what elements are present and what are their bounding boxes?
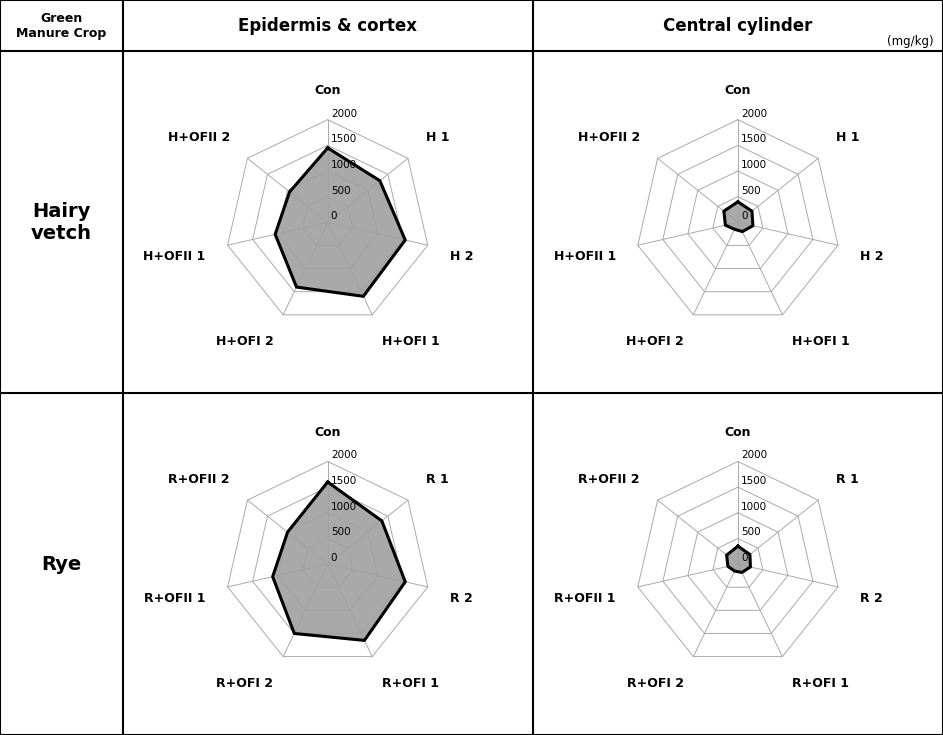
Text: H 2: H 2 [860, 250, 884, 263]
Text: H+OFII 1: H+OFII 1 [554, 250, 616, 263]
Text: R+OFI 1: R+OFI 1 [792, 677, 850, 690]
Text: H+OFI 2: H+OFI 2 [216, 335, 273, 348]
Text: R+OFI 1: R+OFI 1 [382, 677, 439, 690]
Text: R+OFII 2: R+OFII 2 [168, 473, 230, 486]
Text: R+OFII 1: R+OFII 1 [554, 592, 616, 605]
Text: 2000: 2000 [741, 451, 767, 460]
Text: 0: 0 [331, 211, 338, 221]
Text: 500: 500 [741, 186, 761, 196]
Text: 1000: 1000 [331, 160, 356, 170]
Text: H+OFII 2: H+OFII 2 [578, 132, 640, 144]
Text: (mg/kg): (mg/kg) [887, 35, 934, 48]
Text: Epidermis & cortex: Epidermis & cortex [239, 17, 417, 35]
Text: 1000: 1000 [741, 502, 767, 512]
Text: 2000: 2000 [741, 109, 767, 118]
Text: R 1: R 1 [425, 473, 448, 486]
Text: 1000: 1000 [741, 160, 767, 170]
Text: H+OFII 1: H+OFII 1 [143, 250, 206, 263]
Text: R+OFII 1: R+OFII 1 [144, 592, 206, 605]
Text: H+OFI 1: H+OFI 1 [792, 335, 850, 348]
Text: 1500: 1500 [331, 135, 357, 144]
Text: 0: 0 [741, 553, 748, 563]
Text: R+OFI 2: R+OFI 2 [216, 677, 273, 690]
Text: H 1: H 1 [835, 132, 859, 144]
Text: R+OFI 2: R+OFI 2 [626, 677, 684, 690]
Text: R 1: R 1 [835, 473, 858, 486]
Text: Con: Con [724, 84, 752, 97]
Text: Con: Con [314, 426, 341, 439]
Text: 1500: 1500 [741, 476, 768, 486]
Text: R 2: R 2 [450, 592, 472, 605]
Text: 0: 0 [741, 211, 748, 221]
Text: 500: 500 [741, 528, 761, 537]
Text: H 2: H 2 [450, 250, 473, 263]
Text: Con: Con [724, 426, 752, 439]
Text: R 2: R 2 [860, 592, 883, 605]
Text: Green
Manure Crop: Green Manure Crop [16, 12, 107, 40]
Text: H+OFI 1: H+OFI 1 [382, 335, 439, 348]
Text: R+OFII 2: R+OFII 2 [578, 473, 640, 486]
Text: 1500: 1500 [741, 135, 768, 144]
Text: 2000: 2000 [331, 109, 356, 118]
Polygon shape [275, 148, 405, 296]
Text: 500: 500 [331, 528, 351, 537]
Polygon shape [724, 202, 753, 232]
Text: 500: 500 [331, 186, 351, 196]
Polygon shape [727, 546, 751, 573]
Text: Central cylinder: Central cylinder [663, 17, 813, 35]
Text: 1500: 1500 [331, 476, 357, 486]
Text: H+OFII 2: H+OFII 2 [168, 132, 230, 144]
Text: 1000: 1000 [331, 502, 356, 512]
Text: H 1: H 1 [425, 132, 449, 144]
Text: H+OFI 2: H+OFI 2 [626, 335, 684, 348]
Text: Con: Con [314, 84, 341, 97]
Text: 0: 0 [331, 553, 338, 563]
Text: Rye: Rye [41, 555, 81, 573]
Text: Hairy
vetch: Hairy vetch [31, 202, 91, 243]
Polygon shape [273, 482, 405, 640]
Text: 2000: 2000 [331, 451, 356, 460]
